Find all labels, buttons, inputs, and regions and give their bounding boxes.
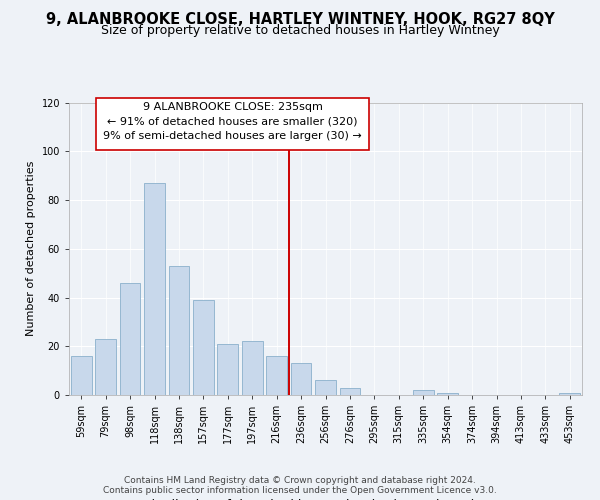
Bar	[266, 356, 287, 395]
Text: Size of property relative to detached houses in Hartley Wintney: Size of property relative to detached ho…	[101, 24, 499, 37]
Text: 9% of semi-detached houses are larger (30) →: 9% of semi-detached houses are larger (3…	[103, 130, 362, 140]
Y-axis label: Number of detached properties: Number of detached properties	[26, 161, 36, 336]
Text: 9, ALANBROOKE CLOSE, HARTLEY WINTNEY, HOOK, RG27 8QY: 9, ALANBROOKE CLOSE, HARTLEY WINTNEY, HO…	[46, 12, 554, 28]
Text: Contains public sector information licensed under the Open Government Licence v3: Contains public sector information licen…	[103, 486, 497, 495]
Bar	[413, 390, 434, 395]
Text: 9 ALANBROOKE CLOSE: 235sqm: 9 ALANBROOKE CLOSE: 235sqm	[143, 102, 323, 112]
Bar	[340, 388, 361, 395]
Bar	[242, 342, 263, 395]
Bar	[437, 392, 458, 395]
Bar	[144, 183, 165, 395]
Text: Contains HM Land Registry data © Crown copyright and database right 2024.: Contains HM Land Registry data © Crown c…	[124, 476, 476, 485]
Bar	[290, 364, 311, 395]
Text: ← 91% of detached houses are smaller (320): ← 91% of detached houses are smaller (32…	[107, 116, 358, 126]
Bar	[71, 356, 92, 395]
Bar	[559, 392, 580, 395]
Bar	[119, 283, 140, 395]
Bar	[315, 380, 336, 395]
Bar	[169, 266, 190, 395]
Bar	[193, 300, 214, 395]
X-axis label: Distribution of detached houses by size in Hartley Wintney: Distribution of detached houses by size …	[142, 499, 509, 500]
Bar	[217, 344, 238, 395]
Bar	[95, 339, 116, 395]
